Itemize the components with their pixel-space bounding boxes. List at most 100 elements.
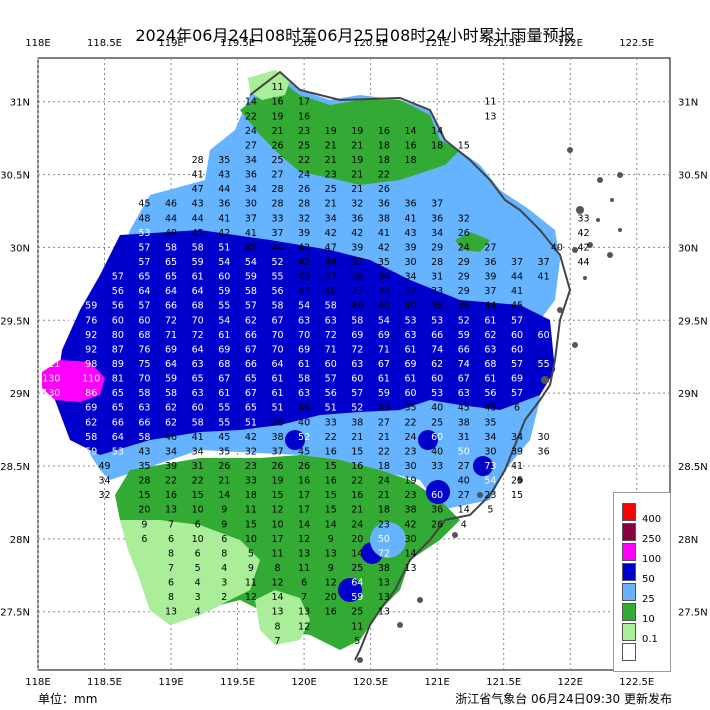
rainfall-value: 44 <box>577 257 589 268</box>
rainfall-value: 37 <box>405 286 417 297</box>
lon-label-bottom: 118E <box>25 677 50 688</box>
rainfall-value: 16 <box>271 97 283 108</box>
rainfall-value: 66 <box>245 330 257 341</box>
lon-label-top: 120E <box>291 38 316 49</box>
legend-label: 0.1 <box>642 634 658 645</box>
rainfall-value: 14 <box>351 548 363 559</box>
rainfall-value: 53 <box>138 228 150 239</box>
rainfall-value: 38 <box>271 432 283 443</box>
rainfall-value: 65 <box>245 374 257 385</box>
rainfall-value: 33 <box>431 461 443 472</box>
rainfall-value: 42 <box>577 228 589 239</box>
lon-label-top: 119.5E <box>220 38 255 49</box>
rainfall-value: 5 <box>195 563 201 574</box>
rainfall-value: 53 <box>405 315 417 326</box>
rainfall-value: 57 <box>511 315 523 326</box>
rainfall-value: 15 <box>325 505 337 516</box>
rainfall-value: 69 <box>405 359 417 370</box>
rainfall-value: 63 <box>192 388 204 399</box>
rainfall-value: 49 <box>98 461 110 472</box>
lon-label-bottom: 122.5E <box>619 677 654 688</box>
legend-label: 25 <box>642 594 655 605</box>
rainfall-value: 59 <box>458 330 470 341</box>
lat-label-right: 30.5N <box>678 171 708 182</box>
rainfall-value: 58 <box>138 388 150 399</box>
rainfall-value: 19 <box>351 126 363 137</box>
rainfall-value: 48 <box>245 242 257 253</box>
rainfall-value: 37 <box>351 286 363 297</box>
lat-label-left: 31N <box>10 98 30 109</box>
rainfall-value: 19 <box>325 126 337 137</box>
rainfall-value: 18 <box>378 461 390 472</box>
rainfall-value: 9 <box>141 519 147 530</box>
rainfall-value: 36 <box>405 199 417 210</box>
rainfall-value: 33 <box>325 417 337 428</box>
rainfall-value: 19 <box>351 155 363 166</box>
rainfall-value: 58 <box>351 315 363 326</box>
rainfall-value: 80 <box>112 330 124 341</box>
rainfall-value: 42 <box>298 257 310 268</box>
rainfall-value: 11 <box>271 548 283 559</box>
rainfall-value: 69 <box>165 344 177 355</box>
rainfall-value: 44 <box>271 242 283 253</box>
rainfall-value: 64 <box>192 286 204 297</box>
rainfall-value: 34 <box>98 476 110 487</box>
rainfall-value: 14 <box>405 548 417 559</box>
rainfall-value: 35 <box>138 461 150 472</box>
rainfall-value: 26 <box>458 228 470 239</box>
rainfall-value: 21 <box>351 432 363 443</box>
rainfall-value: 30 <box>405 534 417 545</box>
rainfall-value: 15 <box>245 519 257 530</box>
rainfall-value: 13 <box>378 607 390 618</box>
rainfall-value: 60 <box>405 388 417 399</box>
zone-25-spot-south <box>370 522 406 558</box>
legend-label: 250 <box>642 534 662 545</box>
rainfall-value: 56 <box>112 286 124 297</box>
rainfall-value: 67 <box>218 374 230 385</box>
rainfall-value: 16 <box>325 476 337 487</box>
rainfall-value: 25 <box>431 417 443 428</box>
rainfall-value: 26 <box>218 461 230 472</box>
rainfall-value: 15 <box>138 490 150 501</box>
rainfall-value: 45 <box>192 228 204 239</box>
rainfall-value: 60 <box>538 330 550 341</box>
rainfall-value: 31 <box>458 432 470 443</box>
rainfall-value: 41 <box>405 213 417 224</box>
rainfall-value: 31 <box>192 461 204 472</box>
rainfall-value: 13 <box>405 563 417 574</box>
rainfall-value: 36 <box>351 213 363 224</box>
rainfall-value: 58 <box>192 242 204 253</box>
rainfall-value: 34 <box>192 446 204 457</box>
rainfall-value: 7 <box>168 563 174 574</box>
rainfall-value: 111 <box>42 359 60 370</box>
rainfall-value: 61 <box>298 359 310 370</box>
lat-label-left: 29.5N <box>0 316 30 327</box>
rainfall-value: 52 <box>271 257 283 268</box>
rainfall-value: 21 <box>351 505 363 516</box>
rainfall-value: 37 <box>538 257 550 268</box>
rainfall-value: 130 <box>42 388 60 399</box>
rainfall-value: 36 <box>484 257 496 268</box>
rainfall-value: 43 <box>192 199 204 210</box>
rainfall-value: 10 <box>245 534 257 545</box>
rainfall-value: 23 <box>405 446 417 457</box>
rainfall-value: 46 <box>165 432 177 443</box>
rainfall-value: 12 <box>325 578 337 589</box>
rainfall-value: 57 <box>325 374 337 385</box>
rainfall-value: 58 <box>298 374 310 385</box>
rainfall-value: 37 <box>431 199 443 210</box>
rainfall-value: 25 <box>351 607 363 618</box>
unit-label: 单位：mm <box>38 692 98 706</box>
rainfall-value: 66 <box>112 417 124 428</box>
rainfall-value: 32 <box>351 199 363 210</box>
lon-label-bottom: 120.5E <box>353 677 388 688</box>
rainfall-value: 34 <box>378 286 390 297</box>
rainfall-value: 76 <box>45 330 57 341</box>
rainfall-value: 6 <box>195 519 201 530</box>
rainfall-value: 54 <box>298 301 310 312</box>
lon-label-bottom: 122E <box>558 677 583 688</box>
rainfall-value: 130 <box>42 374 60 385</box>
rainfall-value: 61 <box>484 315 496 326</box>
rainfall-value: 63 <box>351 359 363 370</box>
rainfall-value: 75 <box>138 359 150 370</box>
